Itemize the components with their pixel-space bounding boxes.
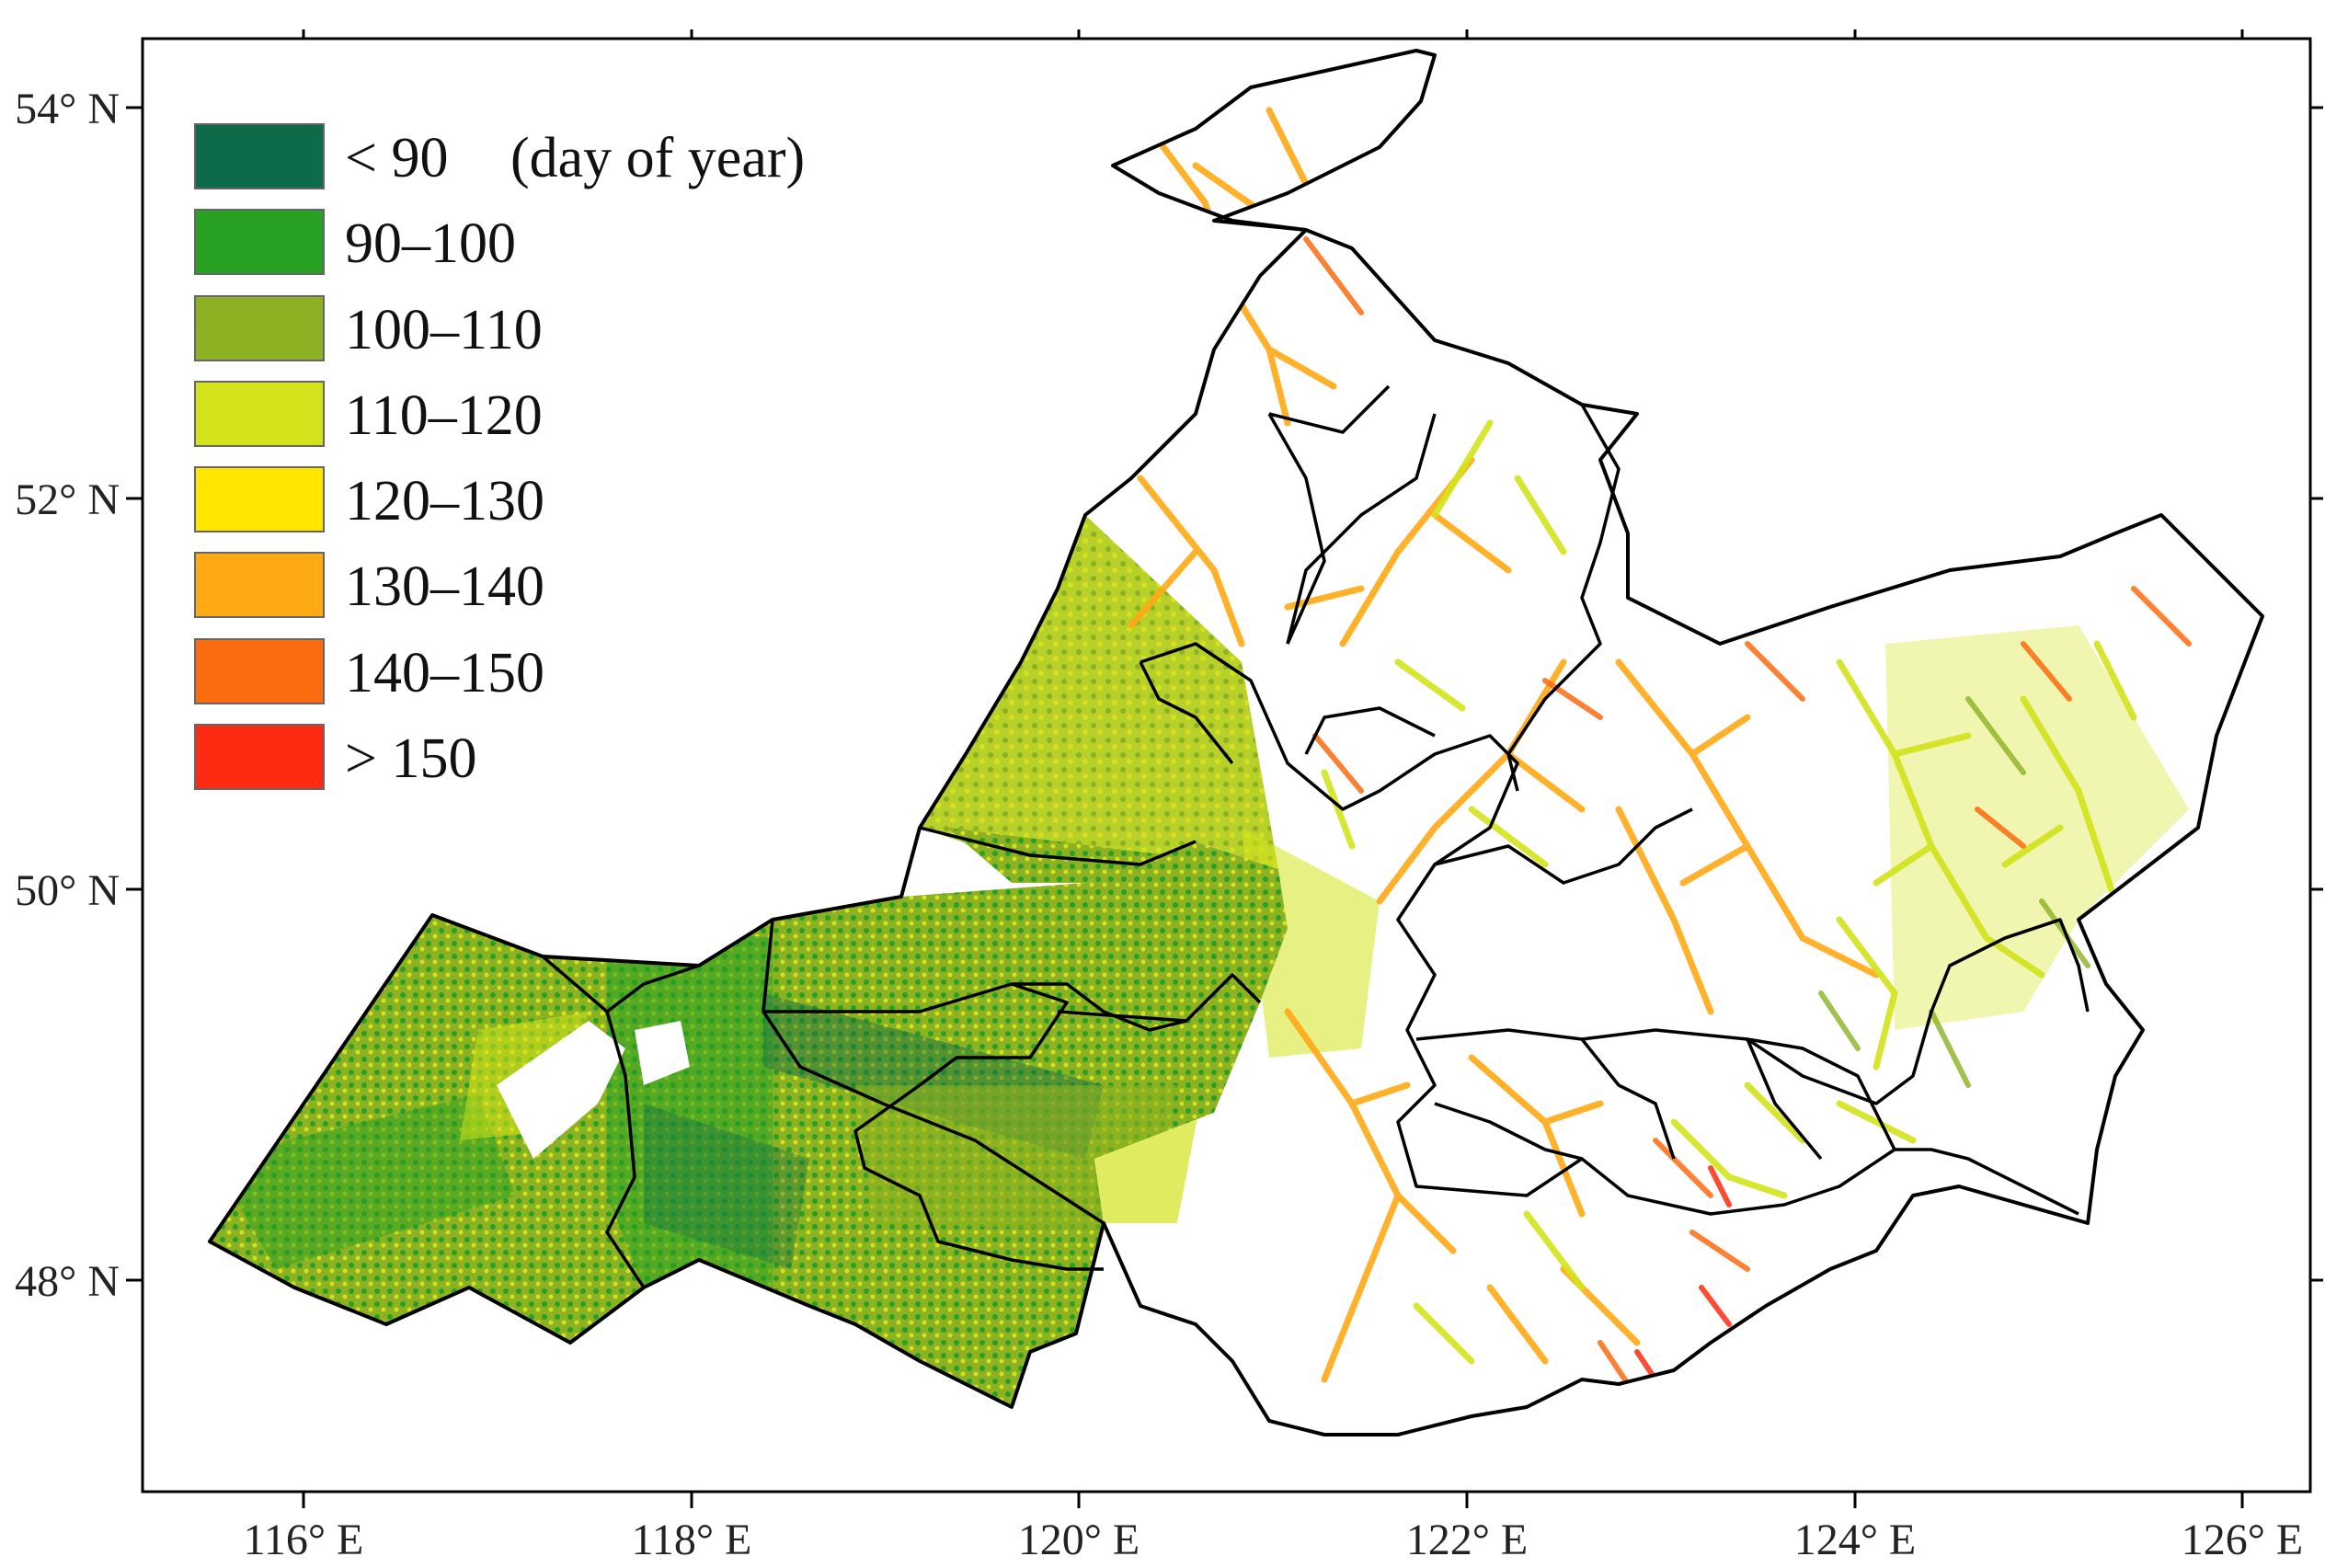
lon-label: 124° E	[1794, 1516, 1917, 1564]
legend-label: 100–110	[345, 299, 543, 361]
map-frame	[141, 37, 2312, 1494]
latitude-labels: 54° N 52° N 50° N 48° N	[15, 85, 120, 1306]
axis-ticks	[126, 29, 2323, 1508]
legend-swatch	[194, 381, 325, 447]
legend-label: 90–100	[345, 212, 516, 275]
legend-label: 140–150	[345, 642, 544, 704]
lat-label: 48° N	[15, 1257, 120, 1306]
longitude-labels: 116° E 118° E 120° E 122° E 124° E 126° …	[244, 1516, 2304, 1564]
lon-label: 120° E	[1018, 1516, 1140, 1564]
county-boundaries	[541, 384, 2090, 1288]
legend-swatch	[194, 209, 325, 275]
lat-label: 50° N	[15, 866, 120, 915]
legend-label: 130–140	[345, 555, 544, 618]
eastern-region	[920, 51, 2262, 1435]
legend-unit-note: (day of year)	[510, 127, 805, 189]
legend-label: 120–130	[345, 470, 544, 532]
legend-label: 110–120	[345, 384, 543, 447]
no-data-patch	[497, 1021, 625, 1159]
lon-label: 118° E	[632, 1516, 752, 1564]
legend-swatch	[194, 295, 325, 361]
lon-label: 122° E	[1406, 1516, 1529, 1564]
legend-swatch	[194, 466, 325, 532]
legend-label: < 90	[345, 127, 448, 189]
lat-label: 54° N	[15, 85, 120, 133]
legend-swatch	[194, 724, 325, 790]
legend-swatch	[194, 123, 325, 189]
lat-label: 52° N	[15, 475, 120, 524]
lon-label: 116° E	[244, 1516, 364, 1564]
lon-label: 126° E	[2182, 1516, 2304, 1564]
no-data-patch	[635, 1021, 690, 1085]
legend-label: > 150	[345, 727, 476, 790]
legend: < 90 (day of year) 90–100 100–110 110–12…	[194, 123, 805, 790]
legend-swatch	[194, 638, 325, 704]
legend-swatch	[194, 552, 325, 618]
